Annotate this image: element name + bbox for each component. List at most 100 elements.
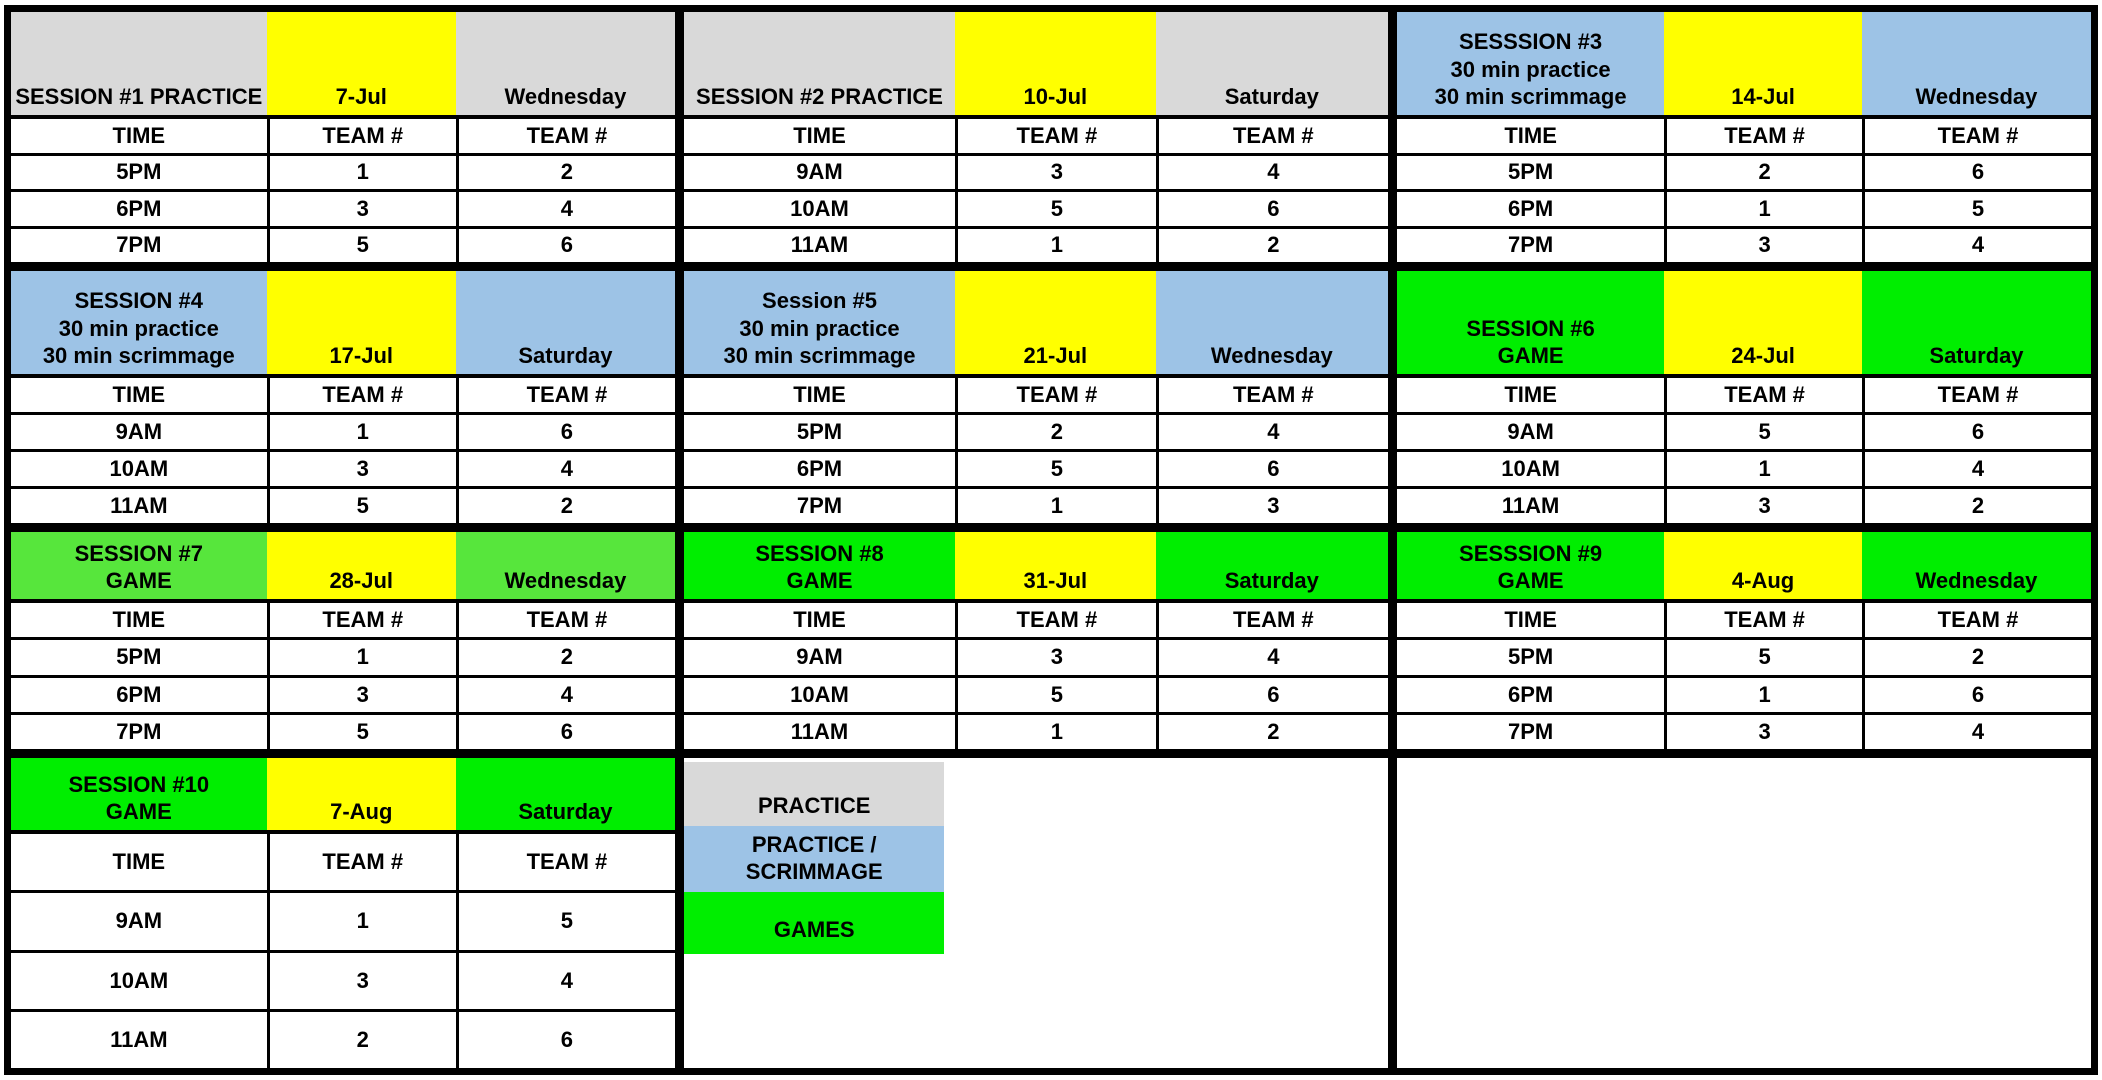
team-column-header: TEAM # (955, 603, 1156, 638)
session-2-tile: SESSION #2 PRACTICE 10-Jul Saturday TIME… (684, 12, 1388, 262)
session-date: 7-Aug (266, 758, 456, 830)
team-column-header: TEAM # (1155, 119, 1388, 153)
session-header-row: SESSION #4 30 min practice 30 min scrimm… (11, 271, 675, 374)
time-column-header: TIME (684, 378, 956, 412)
team-cell: 5 (266, 228, 456, 262)
team-cell: 2 (955, 415, 1156, 449)
time-cell: 11AM (1397, 489, 1665, 523)
session-day: Saturday (1861, 271, 2091, 374)
session-title: SESSION #10 GAME (11, 758, 267, 830)
time-cell: 6PM (1397, 192, 1665, 226)
schedule-row: 7PM 3 4 (1397, 225, 2091, 262)
session-title: SESSION #4 30 min practice 30 min scrimm… (11, 271, 267, 374)
time-column-header: TIME (1397, 378, 1665, 412)
session-date: 7-Jul (266, 12, 456, 115)
team-column-header: TEAM # (455, 603, 675, 638)
empty-panel (1397, 758, 2091, 1068)
legend: PRACTICE PRACTICE / SCRIMMAGE GAMES (684, 762, 945, 954)
time-column-header: TIME (11, 603, 267, 638)
team-cell: 2 (1664, 155, 1862, 189)
time-cell: 10AM (11, 452, 267, 486)
team-column-header: TEAM # (1664, 119, 1862, 153)
session-8-tile: SESSION #8 GAME 31-Jul Saturday TIME TEA… (684, 532, 1388, 749)
session-date: 17-Jul (266, 271, 456, 374)
legend-item-practice: PRACTICE (684, 762, 945, 826)
session-title: SESSION #6 GAME (1397, 271, 1665, 374)
team-cell: 4 (455, 192, 675, 226)
team-column-header: TEAM # (1861, 119, 2091, 153)
time-cell: 6PM (684, 452, 956, 486)
session-title: SESSSION #9 GAME (1397, 532, 1665, 599)
team-cell: 5 (955, 452, 1156, 486)
session-day: Wednesday (1861, 532, 2091, 599)
team-cell: 4 (1155, 155, 1388, 189)
team-cell: 3 (1155, 489, 1388, 523)
team-cell: 5 (266, 714, 456, 749)
team-cell: 1 (266, 893, 456, 950)
team-cell: 5 (266, 489, 456, 523)
time-cell: 9AM (11, 893, 267, 950)
session-day: Saturday (455, 271, 675, 374)
column-header-row: TIME TEAM # TEAM # (11, 599, 675, 638)
team-cell: 4 (1155, 640, 1388, 675)
session-table: SESSION #4 30 min practice 30 min scrimm… (11, 271, 675, 523)
column-header-row: TIME TEAM # TEAM # (11, 374, 675, 412)
team-cell: 3 (955, 640, 1156, 675)
schedule-row: 10AM 1 4 (1397, 449, 2091, 486)
time-cell: 5PM (11, 640, 267, 675)
session-date: 24-Jul (1664, 271, 1862, 374)
session-3-tile: SESSSION #3 30 min practice 30 min scrim… (1397, 12, 2091, 262)
team-cell: 2 (1155, 714, 1388, 749)
time-cell: 7PM (684, 489, 956, 523)
time-cell: 11AM (684, 228, 956, 262)
time-cell: 11AM (684, 714, 956, 749)
session-header-row: SESSION #2 PRACTICE 10-Jul Saturday (684, 12, 1388, 115)
time-cell: 11AM (11, 1011, 267, 1068)
team-cell: 4 (455, 677, 675, 712)
session-6-tile: SESSION #6 GAME 24-Jul Saturday TIME TEA… (1397, 271, 2091, 523)
time-cell: 5PM (11, 155, 267, 189)
team-column-header: TEAM # (955, 119, 1156, 153)
schedule-row: 7PM 3 4 (1397, 711, 2091, 749)
session-title: Session #5 30 min practice 30 min scrimm… (684, 271, 956, 374)
legend-item-practice-scrimmage: PRACTICE / SCRIMMAGE (684, 826, 945, 892)
team-cell: 2 (455, 640, 675, 675)
team-cell: 6 (455, 1011, 675, 1068)
team-cell: 4 (1861, 452, 2091, 486)
team-cell: 2 (1155, 228, 1388, 262)
team-cell: 3 (266, 452, 456, 486)
session-header-row: SESSION #1 PRACTICE 7-Jul Wednesday (11, 12, 675, 115)
team-cell: 2 (455, 155, 675, 189)
session-day: Saturday (455, 758, 675, 830)
team-cell: 1 (266, 640, 456, 675)
team-cell: 2 (266, 1011, 456, 1068)
schedule-grid: SESSION #1 PRACTICE 7-Jul Wednesday TIME… (4, 5, 2098, 1075)
session-title: SESSION #1 PRACTICE (11, 12, 267, 115)
session-day: Wednesday (1861, 12, 2091, 115)
time-cell: 6PM (11, 192, 267, 226)
session-day: Wednesday (455, 532, 675, 599)
schedule-row: 5PM 2 6 (1397, 152, 2091, 189)
team-cell: 1 (1664, 452, 1862, 486)
team-cell: 4 (455, 452, 675, 486)
schedule-row: 7PM 1 3 (684, 486, 1388, 523)
session-day: Wednesday (1155, 271, 1388, 374)
team-cell: 6 (455, 415, 675, 449)
team-cell: 1 (266, 155, 456, 189)
time-column-header: TIME (1397, 603, 1665, 638)
team-column-header: TEAM # (266, 378, 456, 412)
team-cell: 5 (1664, 415, 1862, 449)
team-column-header: TEAM # (455, 378, 675, 412)
time-column-header: TIME (1397, 119, 1665, 153)
session-date: 4-Aug (1664, 532, 1862, 599)
column-header-row: TIME TEAM # TEAM # (1397, 599, 2091, 638)
session-5-tile: Session #5 30 min practice 30 min scrimm… (684, 271, 1388, 523)
team-cell: 3 (266, 677, 456, 712)
time-column-header: TIME (11, 378, 267, 412)
schedule-row: 7PM 5 6 (11, 225, 675, 262)
team-cell: 1 (955, 228, 1156, 262)
team-cell: 1 (266, 415, 456, 449)
team-column-header: TEAM # (1155, 378, 1388, 412)
team-cell: 6 (1155, 192, 1388, 226)
team-cell: 4 (455, 952, 675, 1009)
